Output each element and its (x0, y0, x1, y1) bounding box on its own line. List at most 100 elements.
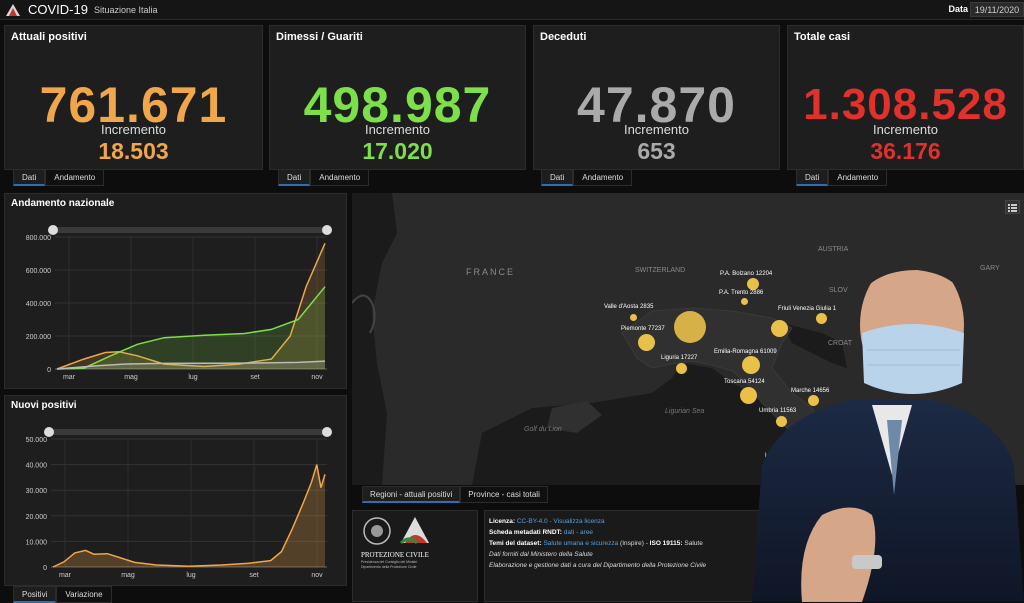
range-slider-handle-right (322, 225, 332, 235)
footer-logo-sub1: Presidenza del Consiglio dei Ministri (361, 560, 418, 564)
range-slider-track (51, 429, 327, 435)
footer-info-panel: Licenza: CC-BY-4.0 - Visualizza licenza … (484, 510, 784, 602)
series-line-1 (56, 286, 326, 370)
x-tick-label: lug (186, 572, 195, 579)
series-area-1 (57, 286, 325, 369)
tab-dati[interactable]: Dati (541, 169, 574, 186)
card-value: 1.308.528 (803, 80, 1008, 129)
chart-panel-andamento-nazionale: Andamento nazionale 800.000 600.000 400.00… (4, 193, 347, 389)
y-tick-label: 200.000 (26, 334, 51, 341)
map-bubble-piemonte[interactable] (638, 334, 655, 351)
map-bubble-veneto[interactable] (771, 320, 788, 337)
card-attuali-positivi: Attuali positivi 761.671 Incremento 18.5… (4, 25, 263, 170)
tab-andamento[interactable]: Andamento (45, 169, 105, 186)
map-bubble-toscana[interactable] (740, 387, 757, 404)
map-bubble-trento[interactable] (741, 298, 748, 305)
date-select[interactable]: 19/11/2020 (970, 2, 1024, 17)
list-icon (1008, 204, 1017, 212)
map-bubble-valle-aosta[interactable] (630, 314, 637, 321)
map-legend-toggle-button[interactable] (1005, 200, 1020, 214)
scheda-link[interactable]: dati - aree (563, 529, 594, 536)
y-tick-label: 40.000 (26, 463, 48, 470)
x-tick-label: lug (188, 374, 197, 381)
card-tabs-1: Dati Andamento (13, 169, 105, 186)
footer-scheda: Scheda metadati RNDT: dati - aree (489, 527, 779, 538)
x-tick-label: mar (59, 572, 72, 579)
app-title: COVID-19 (28, 2, 88, 17)
chart-title: Nuovi positivi (11, 400, 77, 411)
y-tick-label: 0 (47, 367, 51, 374)
y-tick-label: 0 (43, 565, 47, 572)
series-area-0 (53, 464, 325, 567)
iso-value: Salute (684, 540, 703, 547)
card-tabs-3: Dati Andamento (541, 169, 633, 186)
tab-variazione[interactable]: Variazione (56, 586, 112, 603)
map-bubble-marche[interactable] (808, 395, 819, 406)
map-country-label: SLOV (829, 287, 848, 294)
y-tick-label: 20.000 (26, 514, 48, 521)
footer-logo-sub2: Dipartimento della Protezione Civile (361, 565, 417, 569)
tab-dati[interactable]: Dati (13, 169, 46, 186)
card-tabs-2: Dati Andamento (278, 169, 370, 186)
range-slider-handle-right (322, 427, 332, 437)
y-tick-label: 800.000 (26, 235, 51, 242)
tab-province-casi-totali[interactable]: Province - casi totali (460, 486, 548, 503)
footer-logo-panel: PROTEZIONE CIVILE Presidenza del Consigl… (352, 510, 478, 602)
y-tick-label: 400.000 (26, 301, 51, 308)
licenza-link[interactable]: CC-BY-4.0 - Visualizza licenza (516, 518, 605, 525)
map-bubble-bolzano[interactable] (747, 278, 759, 290)
map-bubble-friuli[interactable] (816, 313, 827, 324)
protezione-civile-emblem-icon (363, 517, 429, 545)
series-line-0 (52, 464, 326, 568)
map-region-label: P.A. Bolzano 12204 (720, 271, 773, 277)
date-label: Data (948, 4, 968, 14)
x-tick-label: mag (121, 572, 135, 579)
map-bubble-liguria[interactable] (676, 363, 687, 374)
tab-andamento[interactable]: Andamento (573, 169, 633, 186)
chart2-tabs: Positivi Variazione (13, 586, 112, 603)
tab-positivi[interactable]: Positivi (13, 586, 57, 603)
map-country-label: AUSTRIA (818, 246, 849, 253)
card-tabs-4: Dati Andamento (796, 169, 888, 186)
range-slider-handle-left (44, 427, 54, 437)
iso-key: ISO 19115: (649, 540, 683, 547)
card-value: 761.671 (39, 77, 228, 133)
map-bubble-umbria[interactable] (776, 416, 787, 427)
tab-dati[interactable]: Dati (278, 169, 311, 186)
temi-suffix: (Inspire) - (620, 540, 648, 547)
tab-andamento[interactable]: Andamento (828, 169, 888, 186)
map-bubble-emilia-romagna[interactable] (742, 356, 760, 374)
tab-regioni-attuali-positivi[interactable]: Regioni - attuali positivi (362, 486, 461, 503)
map-region-label: Friuli Venezia Giulia 1 (778, 306, 837, 312)
map-region-label: Marche 14656 (791, 388, 830, 394)
card-increment-value: 653 (637, 138, 676, 164)
tab-andamento[interactable]: Andamento (310, 169, 370, 186)
card-increment-value: 17.020 (362, 138, 433, 164)
y-tick-label: 10.000 (26, 539, 48, 546)
chart-panel-nuovi-positivi: Nuovi positivi 50.000 40.000 30.000 20.000 1… (4, 395, 347, 586)
map-country-label: SWITZERLAND (635, 267, 686, 274)
x-tick-label: nov (311, 572, 323, 579)
card-value: 47.870 (577, 77, 736, 133)
card-title: Deceduti (540, 31, 587, 43)
card-increment-label: Incremento (872, 122, 939, 137)
card-increment-label: Incremento (100, 122, 167, 137)
footer-processing-line: Elaborazione e gestione dati a cura del … (489, 562, 707, 569)
temi-link[interactable]: Salute umana e sicurezza (543, 540, 619, 547)
map-region-label: Valle d'Aosta 2835 (604, 304, 654, 310)
card-increment-value: 36.176 (870, 138, 941, 164)
app-subtitle: Situazione Italia (93, 4, 158, 15)
map-region-label: Umbria 11563 (759, 408, 797, 414)
protezione-civile-logo-icon (6, 3, 20, 16)
x-tick-label: set (250, 374, 259, 381)
y-tick-label: 50.000 (26, 437, 48, 444)
tab-dati[interactable]: Dati (796, 169, 829, 186)
card-deceduti: Deceduti 47.870 Incremento 653 (533, 25, 780, 170)
person-photo (752, 233, 1024, 602)
footer-temi: Temi del dataset: Salute umana e sicurez… (489, 538, 779, 549)
card-value: 498.987 (303, 77, 492, 133)
range-slider-track (55, 227, 327, 233)
map-bubble-lombardia[interactable] (674, 311, 706, 343)
y-tick-label: 30.000 (26, 488, 48, 495)
range-slider-handle-left (48, 225, 58, 235)
